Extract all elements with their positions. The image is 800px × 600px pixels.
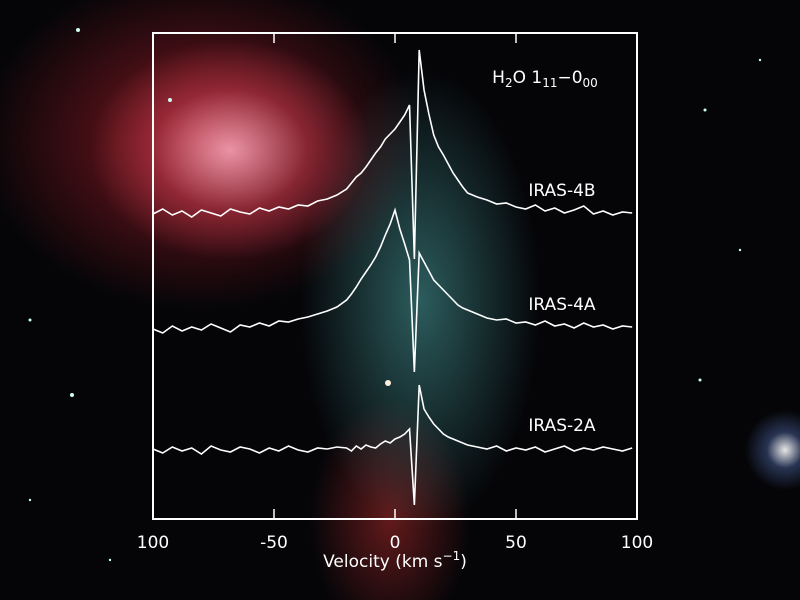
spectrum-line xyxy=(152,49,633,260)
x-tick-label: 50 xyxy=(505,533,527,553)
spectrum-line xyxy=(152,207,633,373)
series-label: IRAS-2A xyxy=(528,416,596,436)
x-tick-label: -50 xyxy=(260,533,288,553)
series-label: IRAS-4A xyxy=(528,295,596,315)
x-axis-label: Velocity (km s−1) xyxy=(323,549,467,573)
x-tick-label: 0 xyxy=(390,533,401,553)
spectrum-line xyxy=(152,384,633,506)
x-tick-label: 100 xyxy=(621,533,653,553)
stars xyxy=(28,28,762,562)
chart-title: H2O 111−000 xyxy=(492,68,598,90)
x-tick-label: 100 xyxy=(137,533,169,553)
series-label: IRAS-4B xyxy=(528,181,595,201)
